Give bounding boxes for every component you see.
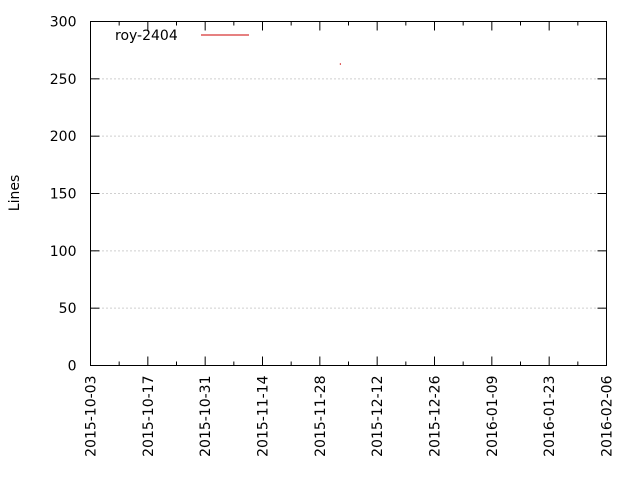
x-tick-label: 2015-12-12: [370, 376, 386, 457]
y-tick-label: 0: [68, 359, 77, 375]
plot-area: [90, 21, 607, 366]
x-tick-label: 2016-01-09: [485, 376, 501, 457]
y-axis-title: Lines: [7, 175, 23, 211]
x-tick-label: 2015-12-26: [428, 375, 444, 456]
y-tick-label: 100: [50, 244, 77, 260]
series-layer: [339, 63, 342, 65]
legend: roy-2404: [115, 28, 249, 44]
y-axis-tick-labels: 0 50 100 150 200 250 300: [50, 15, 77, 375]
y-tick-label: 250: [50, 72, 77, 88]
x-axis-tick-labels: 2015-10-03 2015-10-17 2015-10-31 2015-11-14…: [84, 375, 616, 456]
y-tick-label: 50: [59, 301, 77, 317]
x-tick-label: 2015-10-17: [141, 376, 157, 457]
axis-ticks: [90, 21, 607, 366]
y-tick-label: 300: [50, 15, 77, 31]
x-tick-label: 2016-02-06: [600, 375, 616, 456]
x-tick-label: 2015-11-14: [256, 375, 272, 456]
data-point: [339, 63, 342, 65]
x-tick-label: 2016-01-23: [542, 376, 558, 457]
x-tick-label: 2015-11-28: [313, 376, 329, 457]
x-tick-label: 2015-10-31: [198, 376, 214, 457]
y-tick-label: 150: [50, 187, 77, 203]
y-tick-label: 200: [50, 129, 77, 145]
legend-entry-label: roy-2404: [115, 28, 178, 44]
x-tick-label: 2015-10-03: [84, 376, 100, 457]
grid-lines: [90, 78, 607, 309]
